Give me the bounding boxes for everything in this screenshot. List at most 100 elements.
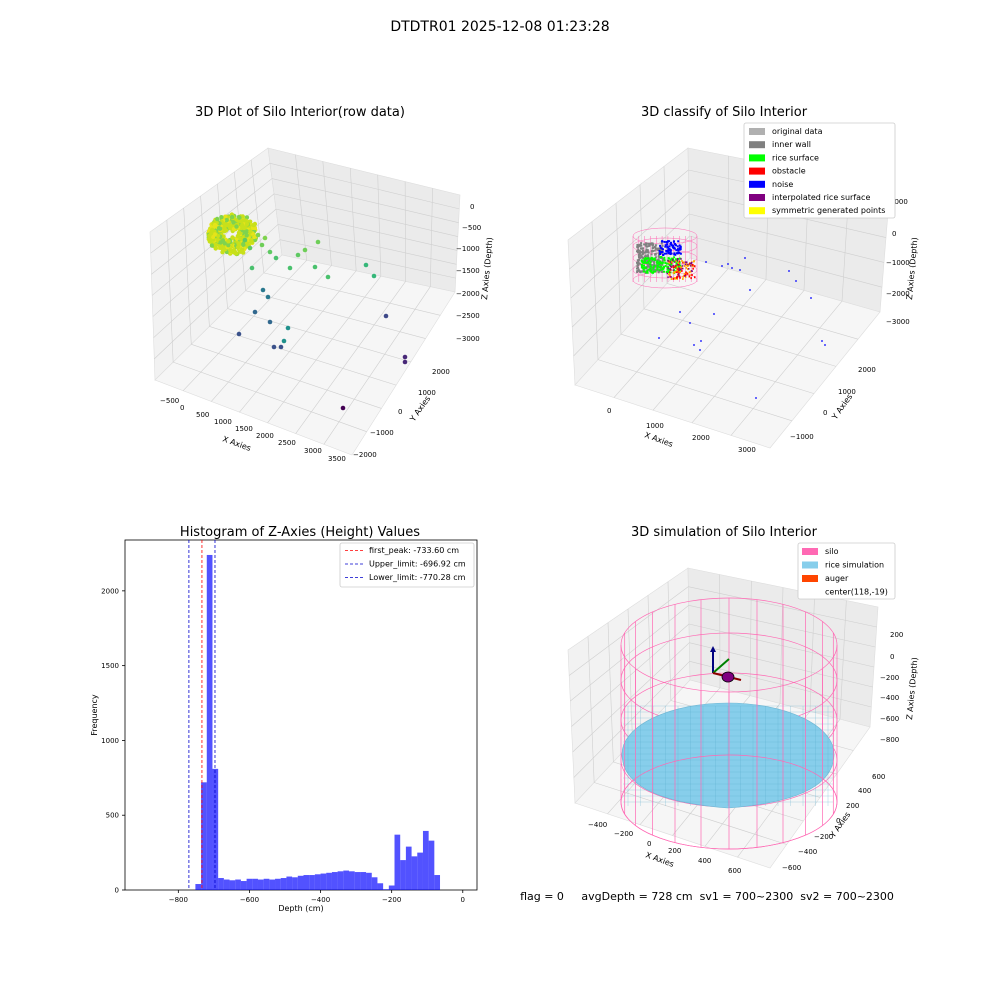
panel2-yticks: −1000 0 1000 2000 [790,366,876,441]
wall-point [650,242,653,245]
wall-point [636,250,638,253]
raw-point [281,338,287,344]
noise-point [678,251,681,254]
wall-point [654,247,657,250]
rice-surface-point [640,259,643,262]
obstacle-point [683,272,686,275]
raw-point [230,235,235,240]
histogram-bar [246,878,253,890]
noise-point [700,340,702,342]
p2-xtick: 3000 [738,446,756,454]
noise-point [664,245,667,248]
p1-ztick: −500 [462,224,481,232]
wall-point [654,253,657,255]
raw-point [325,274,331,280]
wall-point [653,262,656,265]
grid-line [182,260,307,391]
grid-line [573,235,690,357]
figure-suptitle: DTDTR01 2025-12-08 01:23:28 [390,19,609,35]
noise-point [821,340,823,342]
wall-point [655,259,658,262]
rice-surface-point [652,270,655,273]
grid-line [666,283,859,340]
raw-point [312,264,318,270]
panel4-title: 3D simulation of Silo Interior [631,525,818,540]
wall-point [642,249,644,252]
rice-surface-point [665,271,668,273]
wall-point [646,260,649,263]
interpolated-point [678,269,681,271]
y-tick-label: 0 [115,887,119,895]
histogram-bar [257,879,264,890]
rice-surface-point [656,268,659,271]
interpolated-point [667,267,669,269]
wall-point [642,247,644,250]
legend-label: original data [772,127,823,136]
wall-point [644,251,647,254]
p1-ytick: 2000 [432,368,450,376]
obstacle-point [688,275,691,278]
x-tick-label: −800 [169,896,188,904]
obstacle-point [680,267,683,270]
obstacle-point [689,263,692,266]
rice-surface-point [649,261,652,264]
noise-point [671,244,673,247]
p1-ztick: −2500 [456,312,480,320]
interpolated-point [684,275,686,277]
wall-point [651,244,654,247]
legend-label: noise [772,180,793,189]
p1-ytick: 1000 [418,389,436,397]
histogram-bar [354,872,361,890]
histogram-bar [366,872,372,890]
grid-line [613,268,729,398]
wall-point [641,256,644,259]
rice-surface-point [679,257,682,260]
p4-xtick: −200 [614,830,633,838]
histogram-bar [383,889,389,890]
panel1-zlabel: Z Axies (Depth) [480,237,494,300]
wall-point [641,253,644,256]
obstacle-point [682,275,684,278]
obstacle-point [685,271,687,274]
rice-surface-point [661,261,664,264]
panel-simulation-3d: 3D simulation of Silo Interior −400 −200… [567,525,919,875]
noise-point [663,240,666,243]
raw-point [383,313,389,319]
noise-point [693,344,695,346]
obstacle-point [684,276,687,278]
histogram-bar [280,878,287,890]
wall-point [643,243,646,246]
raw-point [207,233,212,238]
obstacle-point [678,264,680,266]
rice-surface-point [644,261,647,264]
p1-ytick: −1000 [370,429,394,437]
raw-point [209,243,215,248]
rice-surface-point [677,265,680,268]
wall-point [661,263,664,266]
raw-point [226,243,231,248]
wall-point [660,270,663,273]
rice-surface-point [649,263,652,266]
rice-surface-point [652,267,655,270]
legend-swatch [802,575,818,582]
obstacle-point [692,265,694,268]
grid-line [429,188,433,287]
wall-point [659,263,662,266]
histogram-bar [292,877,298,890]
p4-ztick: −600 [880,715,899,723]
wall-point [647,255,650,258]
obstacle-point [691,274,693,276]
legend-swatch [749,167,765,175]
obstacle-point [678,260,681,263]
rice-surface-point [654,270,657,273]
noise-point [663,252,666,255]
rice-surface-point [646,270,649,272]
p1-ztick: −1500 [456,267,480,275]
panel1-floor-pane [154,254,456,456]
rice-surface-point [658,266,661,269]
obstacle-point [683,265,686,267]
obstacle-point [679,271,681,274]
wall-point [636,243,639,246]
rice-surface-point [649,265,652,268]
histogram-bar [411,856,418,890]
